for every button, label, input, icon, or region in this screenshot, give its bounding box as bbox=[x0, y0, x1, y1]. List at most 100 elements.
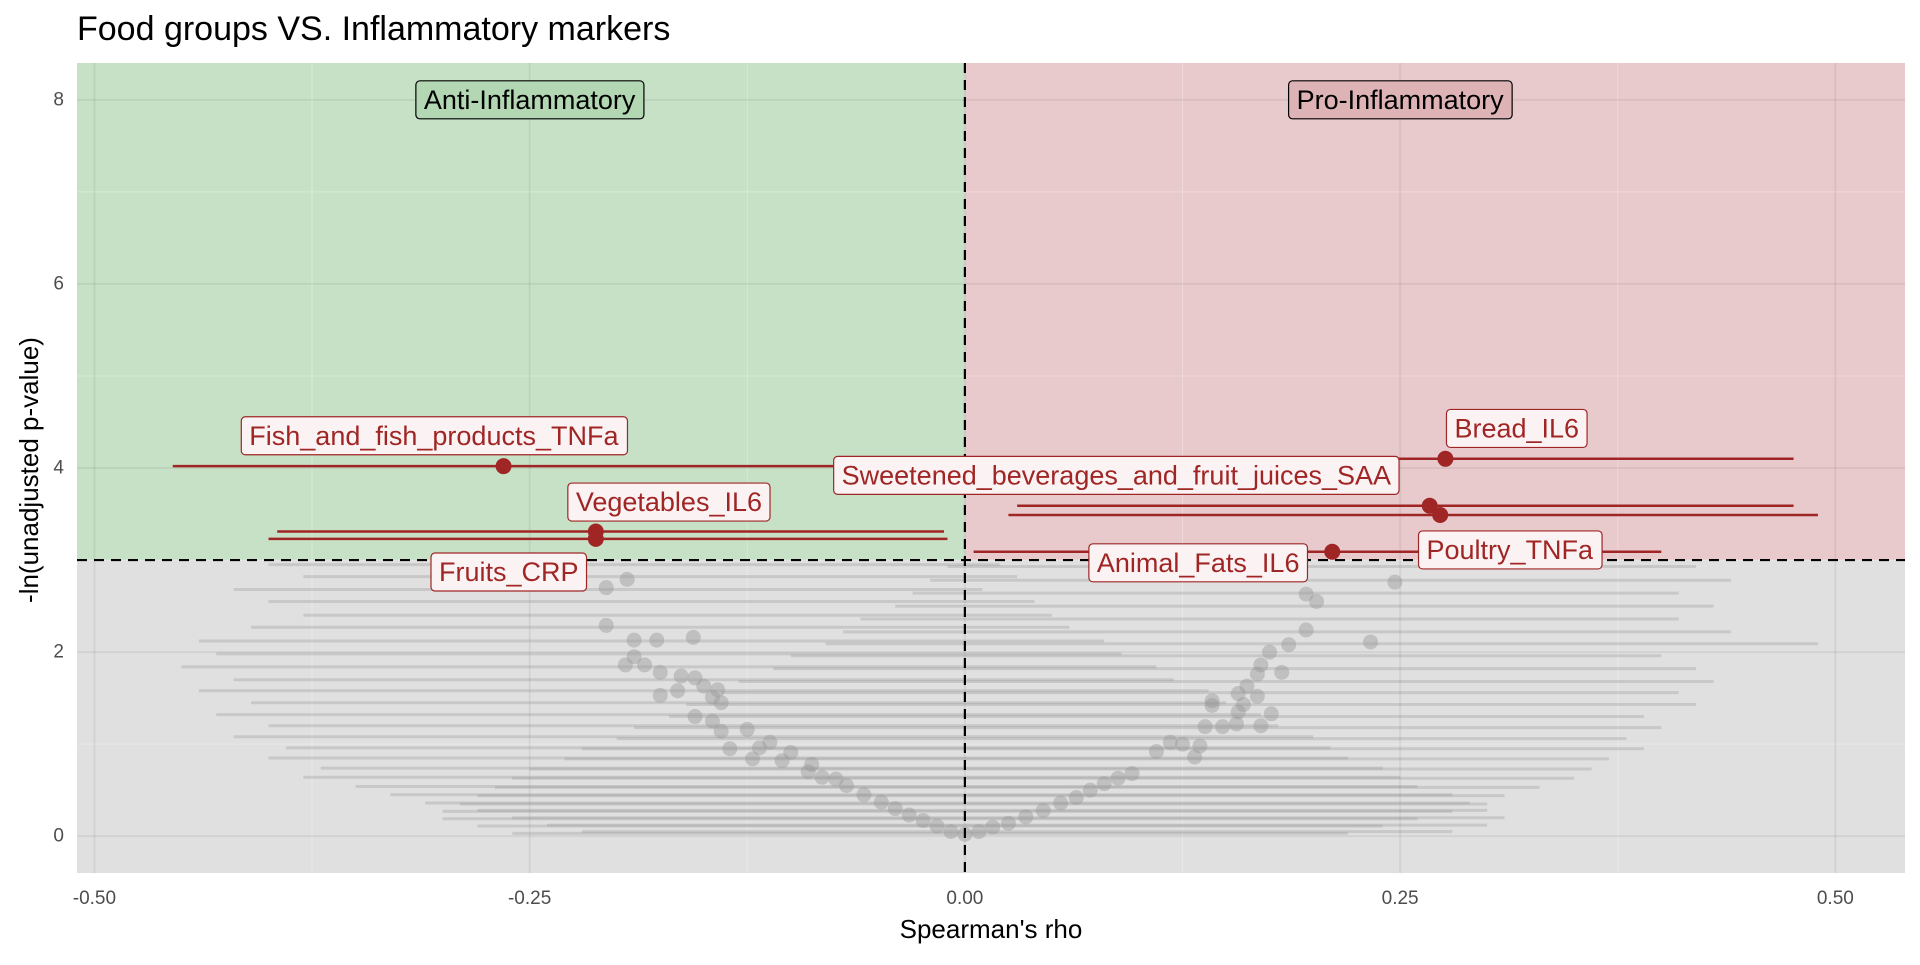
nonsignificant-point bbox=[887, 801, 903, 817]
nonsignificant-point bbox=[1187, 749, 1203, 765]
nonsignificant-point bbox=[800, 764, 816, 780]
point-label-box bbox=[1417, 530, 1603, 570]
nonsignificant-point bbox=[751, 740, 767, 756]
nonsignificant-point bbox=[1124, 766, 1140, 782]
x-tick-label: 0.50 bbox=[1817, 888, 1854, 909]
nonsignificant-point bbox=[696, 678, 712, 694]
point-label-box bbox=[240, 416, 629, 456]
nonsignificant-point bbox=[1018, 809, 1034, 825]
nonsignificant-point bbox=[1230, 704, 1246, 720]
nonsignificant-point bbox=[929, 818, 945, 834]
chart-title: Food groups VS. Inflammatory markers bbox=[77, 10, 670, 48]
nonsignificant-point bbox=[1175, 736, 1191, 752]
pro-inflammatory-label-group: Pro-Inflammatory bbox=[1287, 80, 1513, 120]
point-label: Bread_IL6 bbox=[1454, 413, 1579, 443]
y-axis-title: -ln(unadjusted p-value) bbox=[14, 337, 44, 603]
nonsignificant-point bbox=[704, 713, 720, 729]
point-label-group: Sweetened_beverages_and_fruit_juices_SAA bbox=[833, 455, 1400, 495]
nonsignificant-point bbox=[1239, 678, 1255, 694]
point-label: Poultry_TNFa bbox=[1427, 535, 1595, 565]
point-label-box bbox=[567, 482, 771, 522]
nonsignificant-point bbox=[1068, 790, 1084, 806]
nonsignificant-point bbox=[1253, 657, 1269, 673]
nonsignificant-point bbox=[1235, 697, 1251, 713]
nonsignificant-point bbox=[1309, 593, 1325, 609]
nonsignificant-point bbox=[619, 571, 635, 587]
point-label-group: Fish_and_fish_products_TNFa bbox=[240, 416, 629, 456]
nonsignificant-point bbox=[1281, 637, 1297, 653]
nonsignificant-point bbox=[943, 824, 959, 840]
nonsignificant-point bbox=[1228, 716, 1244, 732]
nonsignificant-point bbox=[1263, 706, 1279, 722]
nonsignificant-point bbox=[1204, 697, 1220, 713]
significant-point bbox=[587, 530, 604, 547]
nonsignificant-point bbox=[1162, 734, 1178, 750]
nonsignificant-point bbox=[687, 709, 703, 725]
nonsignificant-point bbox=[626, 632, 642, 648]
x-axis-title: Spearman's rho bbox=[900, 914, 1083, 944]
nonsignificant-point bbox=[1053, 795, 1069, 811]
x-axis: -0.50 -0.25 0.00 0.25 0.50 bbox=[73, 888, 1854, 909]
y-tick-label: 6 bbox=[53, 273, 64, 294]
point-label-group: Animal_Fats_IL6 bbox=[1088, 543, 1309, 583]
nonsignificant-point bbox=[1249, 666, 1265, 682]
x-tick-label: -0.25 bbox=[508, 888, 551, 909]
nonsignificant-point bbox=[828, 771, 844, 787]
x-tick-label: 0.00 bbox=[946, 888, 983, 909]
nonsignificant-point bbox=[915, 813, 931, 829]
pro-inflammatory-label-box bbox=[1287, 80, 1513, 120]
significant-point bbox=[1324, 543, 1341, 560]
point-label-box bbox=[430, 552, 588, 592]
nonsignificant-point bbox=[1148, 744, 1164, 759]
nonsignificant-point bbox=[637, 657, 653, 673]
point-label-box bbox=[1088, 543, 1309, 583]
nonsignificant-point bbox=[713, 695, 729, 711]
nonsignificant-point bbox=[901, 807, 917, 823]
nonsignificant-point bbox=[1215, 719, 1231, 735]
nonsignificant-point bbox=[1253, 718, 1269, 734]
x-tick-label: 0.25 bbox=[1382, 888, 1419, 909]
point-label-box bbox=[833, 455, 1400, 495]
nonsignificant-point bbox=[1363, 634, 1379, 650]
nonsignificant-point bbox=[1274, 664, 1290, 680]
nonsignificant-point bbox=[1204, 693, 1220, 709]
nonsignificant-point bbox=[670, 683, 686, 699]
point-label: Fish_and_fish_products_TNFa bbox=[249, 421, 619, 451]
point-label-group: Bread_IL6 bbox=[1445, 408, 1588, 449]
y-tick-label: 0 bbox=[53, 826, 64, 847]
point-label-group: Poultry_TNFa bbox=[1417, 530, 1603, 570]
nonsignificant-point bbox=[1249, 688, 1265, 704]
nonsignificant-point bbox=[739, 721, 755, 737]
nonsignificant-point bbox=[856, 787, 872, 803]
significant-point bbox=[1432, 506, 1449, 523]
point-label: Fruits_CRP bbox=[439, 557, 579, 587]
nonsignificant-point bbox=[1000, 815, 1016, 831]
point-label-group: Fruits_CRP bbox=[430, 552, 588, 592]
nonsignificant-point bbox=[774, 753, 790, 769]
y-axis: 0 2 4 6 8 bbox=[53, 89, 64, 846]
plot-area: Anti-Inflammatory Pro-Inflammatory Fish_an… bbox=[77, 63, 1905, 873]
nonsignificant-point bbox=[1035, 802, 1051, 818]
nonsignificant-point bbox=[1230, 686, 1246, 702]
nonsignificant-point bbox=[1197, 719, 1213, 735]
nonsignificant-point bbox=[1110, 770, 1126, 786]
significant-point bbox=[1421, 497, 1438, 514]
pro-inflammatory-label: Pro-Inflammatory bbox=[1297, 85, 1505, 115]
significant-point bbox=[1437, 450, 1454, 467]
nonsignificant-point bbox=[1096, 776, 1112, 792]
nonsignificant-point bbox=[617, 657, 633, 673]
nonsignificant-point bbox=[652, 664, 668, 680]
significant-point bbox=[495, 458, 512, 475]
nonsignificant-point bbox=[839, 778, 855, 794]
y-tick-label: 4 bbox=[53, 458, 64, 479]
nonsignificant-point bbox=[652, 687, 668, 703]
nonsignificant-point bbox=[744, 751, 760, 767]
anti-inflammatory-region bbox=[77, 63, 965, 561]
nonsignificant-point bbox=[1082, 782, 1098, 798]
nonsignificant-point bbox=[804, 756, 820, 772]
nonsignificant-point bbox=[626, 649, 642, 665]
point-label: Animal_Fats_IL6 bbox=[1097, 548, 1300, 578]
nonsignificant-point bbox=[971, 824, 987, 840]
